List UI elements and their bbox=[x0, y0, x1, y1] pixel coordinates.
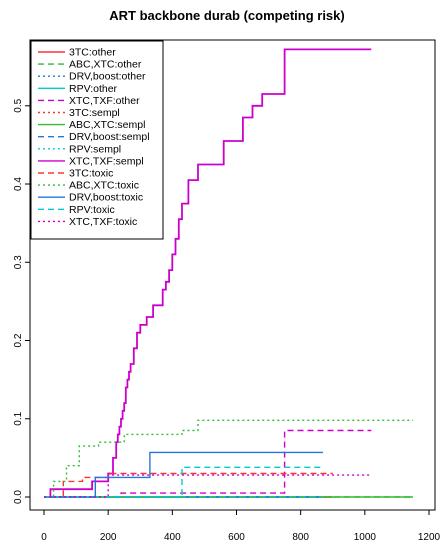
y-axis: 0.0 0.1 0.2 0.3 0.4 0.5 bbox=[13, 98, 30, 504]
x-tick-label: 1000 bbox=[354, 532, 377, 543]
legend-label-10: 3TC:toxic bbox=[69, 168, 113, 180]
legend-label-8: RPV:sempl bbox=[69, 143, 121, 155]
legend-label-0: 3TC:other bbox=[69, 47, 116, 59]
y-tick-label: 0.4 bbox=[13, 177, 24, 191]
series-line-13 bbox=[44, 466, 324, 498]
series-line-14 bbox=[44, 474, 372, 498]
y-tick-label: 0.3 bbox=[13, 255, 24, 269]
series-line-4 bbox=[44, 429, 372, 498]
x-tick-label: 800 bbox=[292, 532, 309, 543]
y-tick-label: 0.0 bbox=[13, 490, 24, 504]
chart-title: ART backbone durab (competing risk) bbox=[109, 8, 344, 23]
legend-label-13: RPV:toxic bbox=[69, 204, 115, 216]
legend-label-1: ABC,XTC:other bbox=[69, 59, 142, 71]
legend-label-3: RPV:other bbox=[69, 83, 118, 95]
legend-label-4: XTC,TXF:other bbox=[69, 95, 140, 107]
legend-label-14: XTC,TXF:toxic bbox=[69, 216, 137, 228]
legend-label-9: XTC,TXF:sempl bbox=[69, 155, 144, 167]
legend-label-6: ABC,XTC:sempl bbox=[69, 119, 145, 131]
x-tick-label: 600 bbox=[228, 532, 245, 543]
plot-frame bbox=[29, 39, 436, 511]
x-tick-label: 0 bbox=[41, 532, 47, 543]
series-line-11 bbox=[44, 419, 413, 498]
x-tick-label: 1200 bbox=[418, 532, 440, 543]
legend: 3TC:otherABC,XTC:otherDRV,boost:otherRPV… bbox=[30, 40, 164, 240]
y-tick-label: 0.1 bbox=[13, 411, 24, 425]
legend-box bbox=[30, 40, 164, 240]
y-tick-label: 0.2 bbox=[13, 333, 24, 347]
x-axis: 0 200 400 600 800 1000 1200 bbox=[41, 510, 440, 543]
legend-label-2: DRV,boost:other bbox=[69, 71, 146, 83]
x-tick-label: 400 bbox=[164, 532, 181, 543]
series-line-9 bbox=[44, 48, 372, 498]
legend-label-7: DRV,boost:sempl bbox=[69, 131, 150, 143]
series-layer bbox=[44, 48, 413, 498]
legend-label-12: DRV,boost:toxic bbox=[69, 192, 143, 204]
y-tick-label: 0.5 bbox=[13, 98, 24, 112]
x-tick-label: 200 bbox=[100, 532, 117, 543]
legend-label-5: 3TC:sempl bbox=[69, 107, 120, 119]
legend-label-11: ABC,XTC:toxic bbox=[69, 180, 139, 192]
series-line-10 bbox=[44, 472, 333, 498]
